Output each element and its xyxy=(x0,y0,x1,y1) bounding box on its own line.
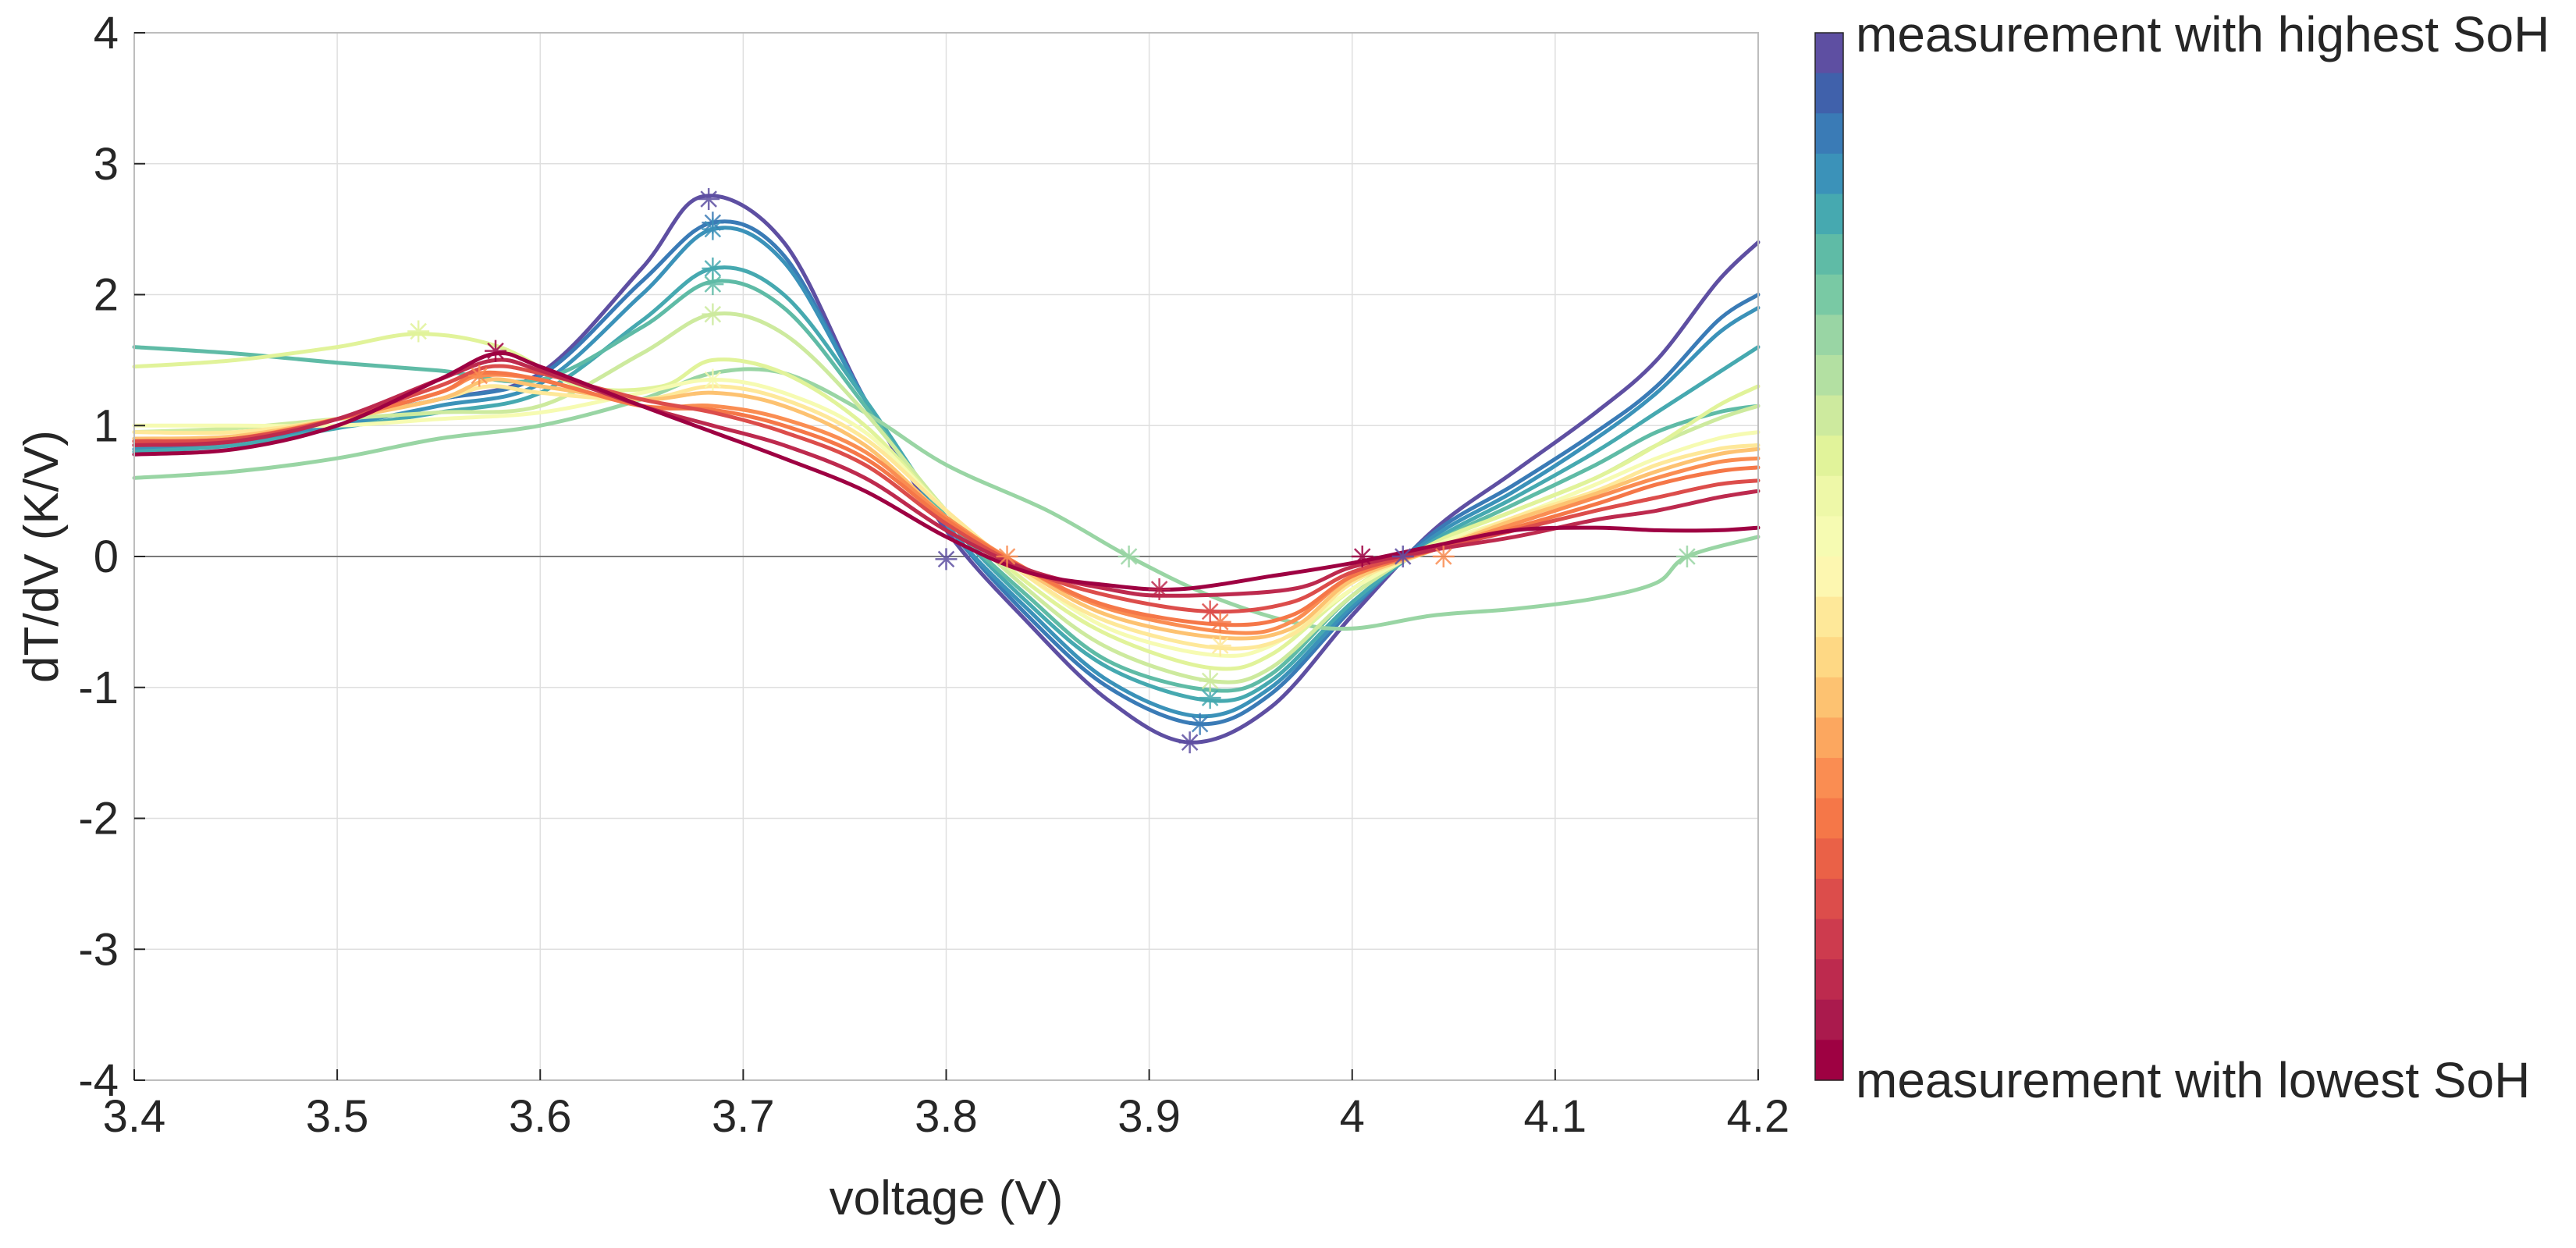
colorbar-swatch xyxy=(1815,234,1843,276)
peak-asterisk-marker xyxy=(702,273,724,296)
peak-asterisk-marker xyxy=(468,364,491,387)
colorbar-swatch xyxy=(1815,354,1843,396)
peak-asterisk-marker xyxy=(935,548,958,571)
colorbar-swatch xyxy=(1815,73,1843,114)
y-tick-label: 3 xyxy=(94,139,119,190)
y-tick-labels: -4 -3 -2 -1 0 1 2 3 4 xyxy=(78,8,145,1106)
y-tick-label: -3 xyxy=(78,924,119,975)
x-tick-label: 3.5 xyxy=(306,1091,369,1142)
peak-asterisk-marker xyxy=(702,257,724,279)
series-line xyxy=(132,226,1761,719)
y-tick-label: 4 xyxy=(94,8,119,59)
colorbar-swatch xyxy=(1815,395,1843,436)
colorbar-bottom-label: measurement with lowest SoH xyxy=(1856,1052,2530,1108)
colorbar-frame xyxy=(1814,32,1844,1081)
x-tick-labels: 3.4 3.5 3.6 3.7 3.8 3.9 4 4.1 4.2 xyxy=(103,1069,1790,1142)
x-tick-label: 3.9 xyxy=(1117,1091,1181,1142)
y-tick-label: -1 xyxy=(78,663,119,713)
x-tick-label: 4 xyxy=(1340,1091,1365,1142)
colorbar-swatch xyxy=(1815,436,1843,477)
colorbar-swatch xyxy=(1815,315,1843,356)
peak-asterisk-marker xyxy=(702,368,724,391)
peak-asterisk-marker xyxy=(1199,600,1221,623)
peak-asterisk-marker xyxy=(1117,546,1140,567)
series-line xyxy=(132,350,1761,592)
colorbar-swatch xyxy=(1815,717,1843,759)
peak-asterisk-marker xyxy=(407,320,430,343)
peak-asterisk-marker xyxy=(1189,713,1211,735)
y-tick-label: 2 xyxy=(94,270,119,321)
colorbar-top-label: measurement with highest SoH xyxy=(1856,6,2549,62)
colorbar-swatch xyxy=(1815,194,1843,235)
x-tick-label: 3.4 xyxy=(103,1091,166,1142)
colorbar-swatch xyxy=(1815,838,1843,880)
y-tick-label: 1 xyxy=(94,400,119,451)
colorbar-swatch xyxy=(1815,274,1843,315)
peak-asterisk-marker xyxy=(1199,670,1221,692)
colorbar-swatch xyxy=(1815,999,1843,1040)
colorbar-swatch xyxy=(1815,798,1843,839)
colorbar-swatch xyxy=(1815,475,1843,517)
colorbar-swatch xyxy=(1815,637,1843,678)
series-lines xyxy=(132,194,1761,745)
x-tick-label: 3.7 xyxy=(712,1091,775,1142)
y-tick-label: 0 xyxy=(94,532,119,582)
colorbar-swatch xyxy=(1815,1040,1843,1081)
peak-asterisk-marker xyxy=(1675,546,1698,567)
colorbar-swatch xyxy=(1815,113,1843,155)
peak-asterisk-marker xyxy=(1209,635,1231,657)
colorbar-swatch xyxy=(1815,677,1843,719)
peak-asterisk-marker xyxy=(996,546,1018,567)
x-tick-label: 3.6 xyxy=(509,1091,572,1142)
x-tick-label: 4.1 xyxy=(1524,1091,1587,1142)
colorbar-swatch xyxy=(1815,516,1843,557)
series-line xyxy=(132,219,1761,727)
peak-asterisk-marker xyxy=(485,340,507,362)
peak-asterisk-marker xyxy=(702,218,724,240)
peak-markers xyxy=(407,188,1698,754)
x-tick-label: 3.8 xyxy=(915,1091,978,1142)
x-axis-label: voltage (V) xyxy=(830,1172,1064,1225)
colorbar-swatch xyxy=(1815,919,1843,960)
colorbar xyxy=(1814,32,1844,1081)
x-tick-label: 4.2 xyxy=(1727,1091,1790,1142)
colorbar-swatch xyxy=(1815,758,1843,799)
colorbar-swatch xyxy=(1815,33,1843,74)
series-line xyxy=(132,265,1761,703)
peak-asterisk-marker xyxy=(702,303,724,325)
peak-asterisk-marker xyxy=(1391,546,1414,567)
peak-asterisk-marker xyxy=(1148,578,1171,600)
peak-asterisk-marker xyxy=(1178,731,1201,754)
peak-asterisk-marker xyxy=(1351,546,1373,567)
y-axis-label: dT/dV (K/V) xyxy=(15,430,69,683)
colorbar-swatch xyxy=(1815,596,1843,638)
series-line xyxy=(132,367,1761,631)
colorbar-swatch xyxy=(1815,153,1843,195)
peak-asterisk-marker xyxy=(698,188,720,211)
y-tick-label: -4 xyxy=(78,1055,119,1106)
colorbar-swatch xyxy=(1815,959,1843,1001)
y-tick-label: -2 xyxy=(78,794,119,844)
colorbar-swatch xyxy=(1815,878,1843,920)
series-line xyxy=(132,370,1761,628)
colorbar-swatch xyxy=(1815,556,1843,598)
peak-asterisk-marker xyxy=(1432,546,1455,567)
